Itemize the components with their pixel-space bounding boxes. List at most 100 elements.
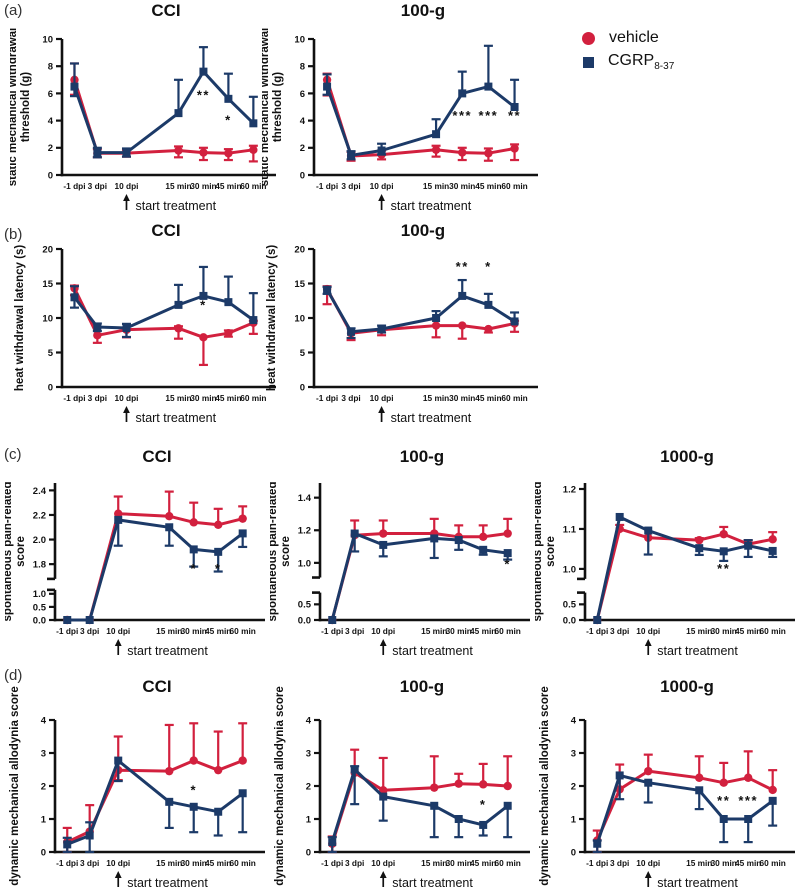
svg-text:2: 2 — [571, 781, 576, 792]
start-treatment-label: start treatment — [127, 644, 208, 658]
x-tick-label: 30 min — [449, 181, 475, 191]
series-CGRP8-37 — [592, 771, 778, 854]
y-axis-label: spontaneous pain-related — [5, 482, 14, 622]
svg-text:10: 10 — [294, 313, 305, 324]
x-tick-label: -1 dpi — [321, 626, 343, 636]
svg-text:0: 0 — [571, 847, 576, 858]
svg-text:1.0: 1.0 — [298, 558, 311, 569]
x-tick-label: 10 dpi — [370, 181, 394, 191]
series-CGRP8-37 — [322, 278, 520, 340]
chart-c-cci: CCI spontaneous pain-related score 0.0 0.5 1.… — [2, 446, 267, 658]
x-tick-label: 30 min — [711, 626, 737, 636]
y-axis-label: dynamic mechanical allodynia score — [9, 686, 21, 885]
series-vehicle — [63, 490, 248, 625]
x-tick-label: -1 dpi — [63, 393, 85, 403]
x-tick-label: 60 min — [760, 626, 786, 636]
significance-marker: * — [480, 797, 487, 812]
significance-marker: ** — [197, 88, 210, 103]
series-CGRP8-37 — [69, 265, 258, 339]
x-tick-label: 15 min — [686, 858, 712, 868]
x-tick-label: 60 min — [495, 858, 521, 868]
x-tick-label: -1 dpi — [56, 626, 78, 636]
series-CGRP8-37 — [328, 529, 513, 624]
significance-marker: *** — [452, 108, 472, 123]
svg-text:4: 4 — [306, 715, 312, 726]
x-tick-label: 3 dpi — [345, 858, 364, 868]
svg-text:0.0: 0.0 — [563, 615, 576, 626]
svg-text:2: 2 — [300, 143, 305, 154]
svg-text:0: 0 — [41, 847, 46, 858]
start-treatment-label: start treatment — [657, 644, 738, 658]
y-axis-label: dynamic mechanical allodynia score — [539, 686, 551, 885]
x-tick-label: 15 min — [165, 393, 191, 403]
series-CGRP8-37 — [62, 756, 248, 854]
svg-text:1.1: 1.1 — [563, 524, 577, 535]
svg-text:3: 3 — [571, 748, 576, 759]
x-tick-label: 15 min — [165, 181, 191, 191]
series-CGRP8-37 — [593, 512, 778, 624]
series-CGRP8-37 — [63, 515, 248, 624]
chart-title: 100-g — [400, 447, 444, 466]
x-tick-label: 45 min — [475, 181, 501, 191]
significance-marker: * — [200, 298, 207, 313]
y-axis-label: heat withdrawal latency (s) — [266, 245, 278, 392]
x-tick-label: 30 min — [190, 393, 216, 403]
chart-canvas: 100-g static mechanical withdrawalthresho… — [259, 1, 538, 213]
significance-marker: ** — [456, 259, 469, 274]
svg-text:0.5: 0.5 — [33, 602, 47, 613]
panel-label-a: (a) — [4, 2, 23, 19]
svg-text:4: 4 — [571, 715, 577, 726]
svg-text:3: 3 — [41, 748, 46, 759]
significance-marker: * — [215, 561, 222, 576]
x-tick-label: 45 min — [475, 393, 501, 403]
start-treatment-label: start treatment — [657, 876, 738, 890]
svg-text:4: 4 — [48, 116, 54, 127]
x-tick-label: -1 dpi — [316, 393, 338, 403]
chart-d-cci: CCI dynamic mechanical allodynia score 0 1 2… — [5, 666, 267, 892]
x-tick-label: 30 min — [181, 858, 207, 868]
x-tick-label: 10 dpi — [371, 858, 395, 868]
svg-text:1.0: 1.0 — [33, 589, 46, 600]
x-tick-label: 10 dpi — [106, 858, 130, 868]
svg-text:1: 1 — [41, 814, 47, 825]
x-tick-label: 3 dpi — [610, 626, 629, 636]
svg-text:1.4: 1.4 — [298, 493, 312, 504]
svg-text:20: 20 — [294, 244, 305, 255]
chart-title: CCI — [151, 222, 180, 240]
svg-text:15: 15 — [42, 279, 53, 290]
x-tick-label: 10 dpi — [114, 393, 138, 403]
x-tick-label: 45 min — [205, 626, 231, 636]
x-tick-label: -1 dpi — [316, 181, 338, 191]
significance-marker: ** — [717, 561, 730, 576]
series-CGRP8-37 — [327, 765, 513, 854]
svg-text:1.8: 1.8 — [33, 560, 46, 571]
x-tick-label: 10 dpi — [636, 858, 660, 868]
chart-c-1000g: 1000-g spontaneous pain-related score 0.0 0.… — [532, 446, 797, 658]
x-tick-label: 60 min — [230, 858, 256, 868]
chart-b-cci: CCI heat withdrawal latency (s) 0 5 10 15 20 -1… — [10, 221, 280, 430]
x-tick-label: 15 min — [156, 858, 182, 868]
x-tick-label: 45 min — [215, 393, 241, 403]
panel-label-b: (b) — [4, 226, 23, 243]
svg-text:8: 8 — [300, 62, 305, 73]
svg-text:1: 1 — [571, 814, 577, 825]
x-tick-label: -1 dpi — [586, 858, 608, 868]
series-CGRP8-37 — [322, 44, 520, 161]
svg-text:10: 10 — [42, 313, 53, 324]
panel-label-d: (d) — [4, 667, 23, 684]
x-tick-label: 60 min — [240, 393, 266, 403]
significance-marker: ** — [508, 108, 521, 123]
svg-text:4: 4 — [300, 116, 306, 127]
x-tick-label: -1 dpi — [321, 858, 343, 868]
svg-text:1: 1 — [306, 814, 312, 825]
x-tick-label: 45 min — [470, 858, 496, 868]
x-tick-label: 15 min — [423, 181, 449, 191]
y-axis-label: score — [545, 536, 557, 567]
x-tick-label: 15 min — [421, 626, 447, 636]
significance-marker: *** — [479, 108, 499, 123]
svg-text:0: 0 — [48, 170, 53, 181]
svg-text:10: 10 — [42, 34, 53, 45]
